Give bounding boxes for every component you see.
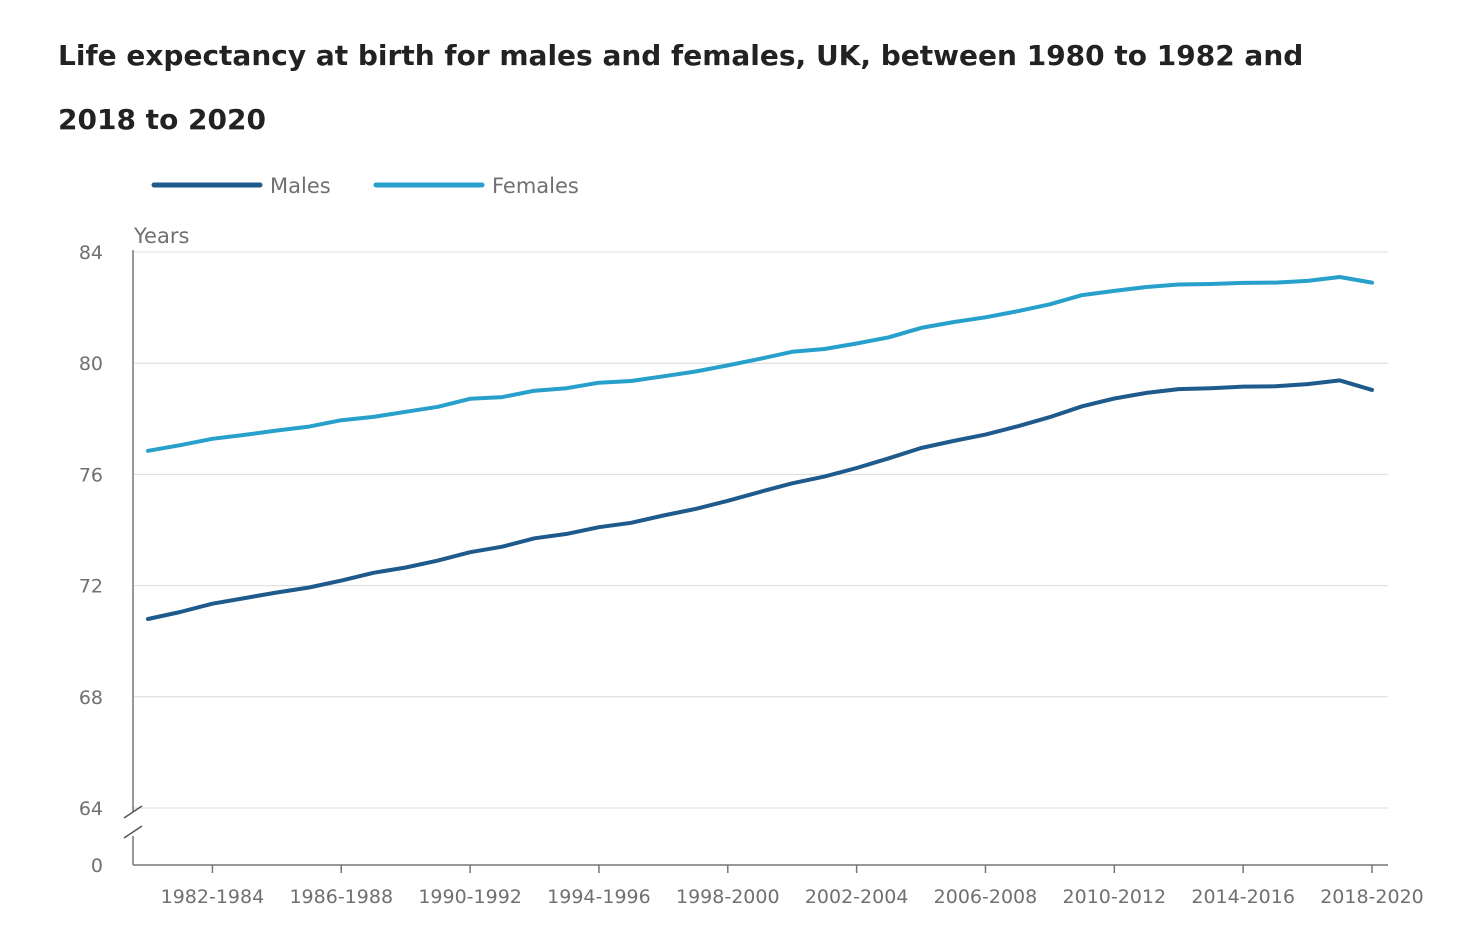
- y-tick-label: 84: [79, 242, 103, 264]
- x-axis-ticks: 1982-1984 1986-1988 1990-1992 1994-1996 1998…: [161, 865, 1424, 908]
- axis-break-mark: [123, 825, 143, 839]
- legend: Males Females: [151, 174, 579, 198]
- x-tick-label: 2006-2008: [934, 886, 1038, 908]
- x-tick-label: 1998-2000: [676, 886, 780, 908]
- series-line-males[interactable]: [146, 378, 1374, 621]
- x-tick-label: 2014-2016: [1191, 886, 1295, 908]
- legend-item-males[interactable]: Males: [151, 174, 331, 198]
- legend-label: Females: [492, 174, 579, 198]
- x-tick-label: 1990-1992: [418, 886, 522, 908]
- axis-break-mark: [123, 805, 143, 819]
- y-axis-ticks: 84 80 76 72 68 64 0: [79, 242, 103, 877]
- y-tick-label: 72: [79, 576, 103, 598]
- x-tick-label: 2002-2004: [805, 886, 909, 908]
- y-tick-label: 76: [79, 464, 103, 486]
- x-tick-label: 2010-2012: [1063, 886, 1167, 908]
- x-tick-label: 1982-1984: [161, 886, 265, 908]
- y-tick-label: 68: [79, 687, 103, 709]
- y-axis-unit-label: Years: [133, 224, 189, 248]
- x-tick-label: 2018-2020: [1320, 886, 1424, 908]
- y-tick-label: 80: [79, 353, 103, 375]
- x-tick-label: 1994-1996: [547, 886, 651, 908]
- series-lines: [146, 275, 1374, 621]
- series-line-females[interactable]: [146, 275, 1374, 453]
- x-tick-label: 1986-1988: [289, 886, 393, 908]
- chart-title: Life expectancy at birth for males and f…: [58, 39, 1304, 136]
- legend-item-females[interactable]: Females: [373, 174, 579, 198]
- y-tick-label-zero: 0: [91, 855, 103, 877]
- axes: [123, 250, 1388, 866]
- gridlines: [133, 251, 1388, 809]
- legend-label: Males: [270, 174, 331, 198]
- y-tick-label: 64: [79, 798, 103, 820]
